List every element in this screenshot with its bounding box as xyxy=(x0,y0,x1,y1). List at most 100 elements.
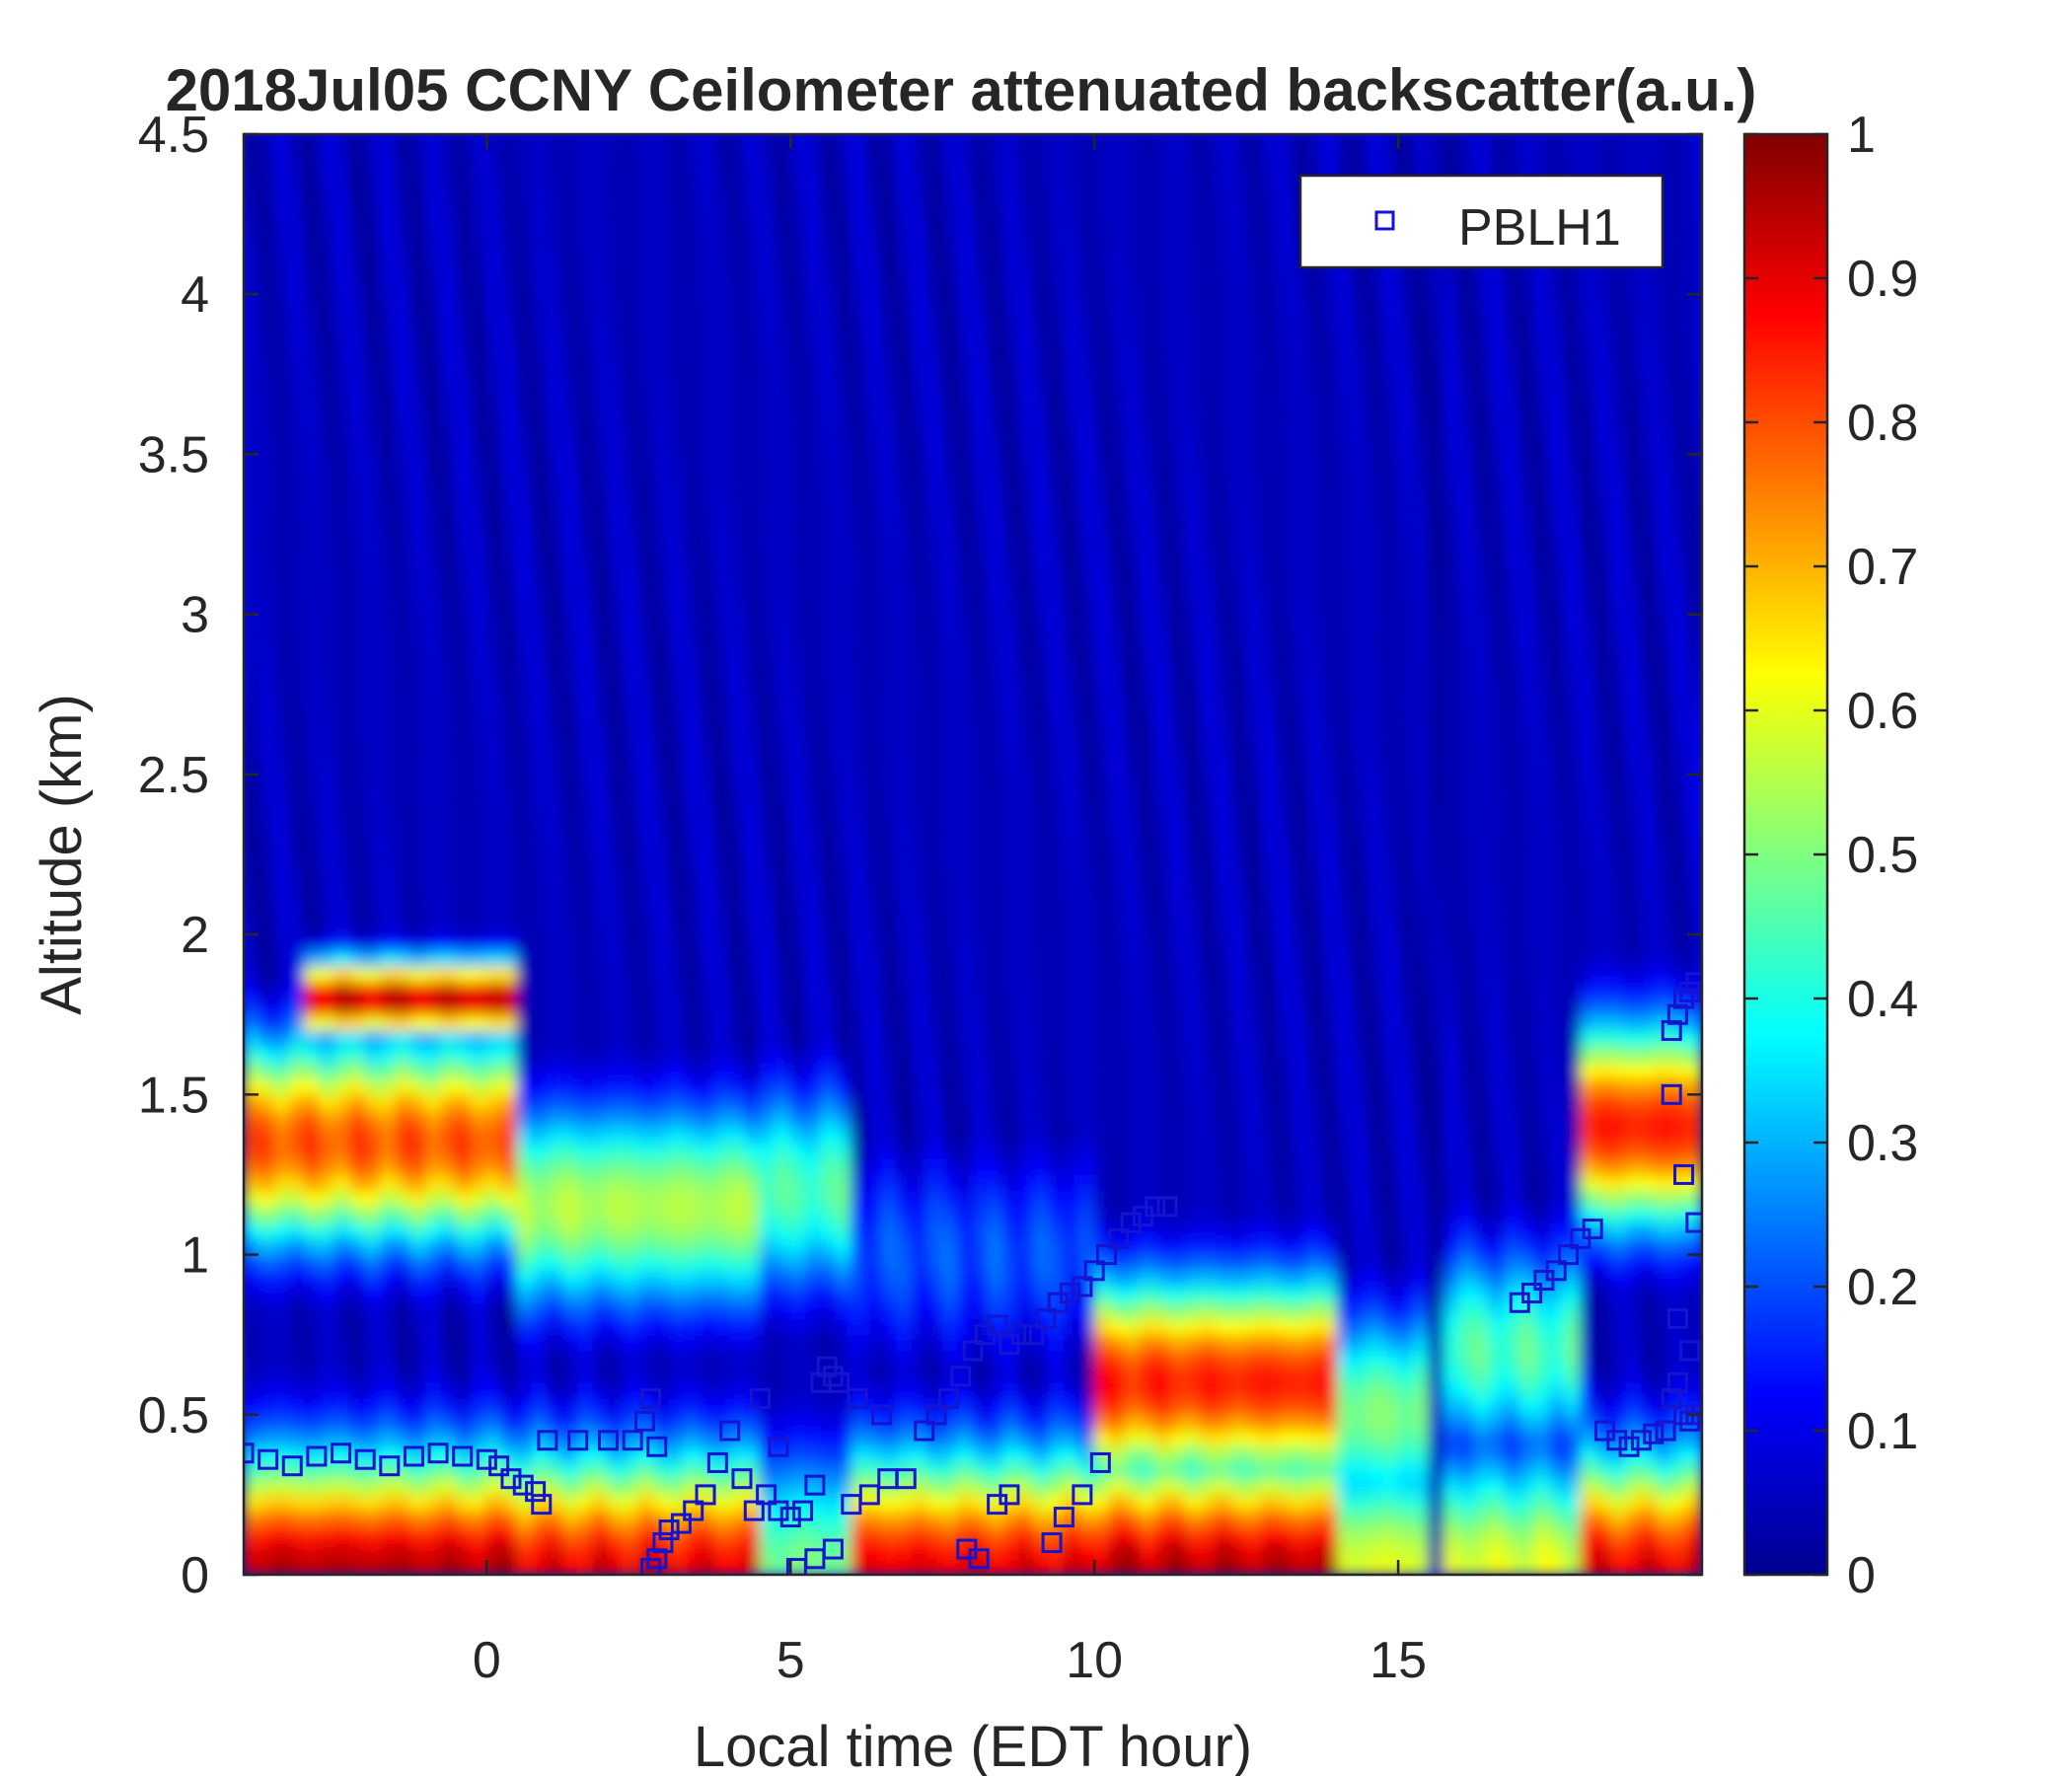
heatmap-cell xyxy=(561,1029,579,1048)
heatmap-cell xyxy=(516,1046,534,1064)
heatmap-cell xyxy=(623,1142,639,1159)
heatmap-cell xyxy=(941,1366,959,1383)
heatmap-cell xyxy=(485,182,503,199)
heatmap-cell xyxy=(364,966,382,984)
heatmap-cell xyxy=(957,869,974,887)
heatmap-cell xyxy=(1048,149,1065,167)
heatmap-cell xyxy=(744,1093,761,1112)
heatmap-cell xyxy=(349,197,366,215)
heatmap-cell xyxy=(608,277,625,295)
heatmap-cell xyxy=(608,1206,625,1223)
heatmap-cell xyxy=(440,1110,458,1128)
heatmap-cell xyxy=(683,485,701,503)
heatmap-cell xyxy=(623,1062,639,1079)
heatmap-cell xyxy=(288,966,306,984)
heatmap-cell xyxy=(288,1093,306,1112)
heatmap-cell xyxy=(319,1301,335,1319)
heatmap-cell xyxy=(851,1334,867,1352)
heatmap-cell xyxy=(896,645,913,663)
heatmap-cell xyxy=(1048,550,1065,567)
heatmap-cell xyxy=(456,853,473,871)
heatmap-cell xyxy=(333,789,351,807)
heatmap-cell xyxy=(744,501,761,519)
heatmap-cell xyxy=(972,933,989,951)
heatmap-cell xyxy=(729,982,746,999)
heatmap-cell xyxy=(333,822,351,840)
heatmap-cell xyxy=(273,1494,290,1512)
heatmap-cell xyxy=(941,949,959,968)
heatmap-cell xyxy=(926,1093,943,1112)
heatmap-cell xyxy=(456,694,473,711)
heatmap-cell xyxy=(349,326,366,343)
heatmap-cell xyxy=(851,390,867,407)
heatmap-cell xyxy=(425,918,442,935)
heatmap-cell xyxy=(364,1190,382,1208)
heatmap-cell xyxy=(244,261,259,279)
heatmap-cell xyxy=(683,1190,701,1208)
heatmap-cell xyxy=(333,1110,351,1128)
heatmap-cell xyxy=(258,341,275,359)
heatmap-cell xyxy=(501,1254,518,1272)
heatmap-cell xyxy=(820,838,837,855)
heatmap-cell xyxy=(805,645,822,663)
heatmap-cell xyxy=(851,805,867,824)
heatmap-cell xyxy=(1033,1381,1050,1400)
heatmap-cell xyxy=(653,1381,670,1400)
heatmap-cell xyxy=(729,1350,746,1368)
heatmap-cell xyxy=(304,822,321,840)
heatmap-cell xyxy=(637,933,655,951)
heatmap-cell xyxy=(865,1062,883,1079)
heatmap-cell xyxy=(896,437,913,455)
heatmap-cell xyxy=(865,678,883,696)
heatmap-cell xyxy=(577,661,594,680)
heatmap-cell xyxy=(304,421,321,439)
heatmap-cell xyxy=(637,1206,655,1223)
heatmap-cell xyxy=(244,534,259,552)
heatmap-cell xyxy=(820,517,837,536)
heatmap-cell xyxy=(516,373,534,392)
heatmap-cell xyxy=(759,1237,777,1256)
heatmap-cell xyxy=(911,1350,928,1368)
heatmap-cell xyxy=(881,1077,898,1095)
heatmap-cell xyxy=(653,1494,670,1512)
heatmap-cell xyxy=(1078,966,1095,984)
heatmap-cell xyxy=(592,949,609,968)
heatmap-cell xyxy=(380,246,397,263)
heatmap-cell xyxy=(729,1381,746,1400)
heatmap-cell xyxy=(957,982,974,999)
heatmap-cell xyxy=(759,758,777,776)
heatmap-cell xyxy=(1048,1478,1065,1496)
heatmap-cell xyxy=(561,838,579,855)
heatmap-cell xyxy=(532,725,549,743)
heatmap-cell xyxy=(713,966,731,984)
heatmap-cell xyxy=(349,390,366,407)
heatmap-cell xyxy=(501,1029,518,1048)
heatmap-cell xyxy=(409,453,427,472)
heatmap-cell xyxy=(820,1301,837,1319)
heatmap-cell xyxy=(333,277,351,295)
heatmap-cell xyxy=(380,470,397,487)
heatmap-cell xyxy=(1063,1254,1080,1272)
heatmap-cell xyxy=(972,1398,989,1416)
heatmap-cell xyxy=(851,614,867,631)
heatmap-cell xyxy=(380,1510,397,1527)
heatmap-cell xyxy=(957,197,974,215)
heatmap-cell xyxy=(713,1237,731,1256)
heatmap-cell xyxy=(1048,165,1065,184)
heatmap-cell xyxy=(926,678,943,696)
heatmap-cell xyxy=(805,421,822,439)
heatmap-cell xyxy=(333,885,351,904)
heatmap-cell xyxy=(532,182,549,199)
heatmap-cell xyxy=(485,998,503,1015)
heatmap-cell xyxy=(592,565,609,583)
heatmap-cell xyxy=(561,741,579,760)
heatmap-cell xyxy=(683,1254,701,1272)
heatmap-cell xyxy=(288,838,306,855)
heatmap-cell xyxy=(425,1381,442,1400)
heatmap-cell xyxy=(789,694,807,711)
heatmap-cell xyxy=(501,326,518,343)
heatmap-cell xyxy=(699,1077,715,1095)
heatmap-cell xyxy=(653,805,670,824)
heatmap-cell xyxy=(288,213,306,231)
heatmap-cell xyxy=(926,309,943,328)
